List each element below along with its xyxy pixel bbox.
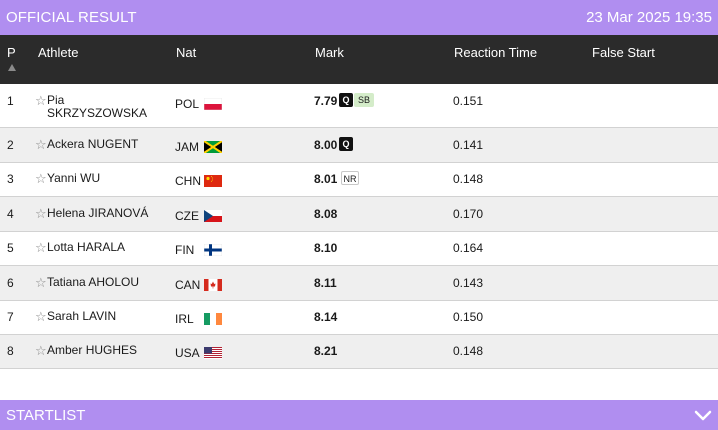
column-header-nat[interactable]: Nat [176, 45, 197, 60]
athlete-last-name: AHOLOU [88, 275, 140, 289]
athlete-first-name: Amber [47, 343, 83, 357]
star-icon[interactable]: ☆ [35, 137, 47, 152]
star-icon[interactable]: ☆ [35, 275, 47, 290]
table-row[interactable]: 4 ☆ Helena JIRANOVÁ CZE 8.08 0.170 [0, 197, 718, 232]
national-record-badge: NR [341, 171, 359, 185]
season-best-badge: SB [354, 93, 374, 107]
athlete-last-name: SKRZYSZOWSKA [47, 106, 148, 120]
reaction-time-value: 0.150 [453, 310, 484, 324]
column-header-athlete[interactable]: Athlete [38, 45, 79, 60]
athlete-first-name: Tatiana [47, 275, 86, 289]
table-row[interactable]: 1 ☆ Pia SKRZYSZOWSKA POL 7.79 Q SB 0.151 [0, 84, 718, 128]
athlete-name[interactable]: Yanni WU [47, 172, 167, 185]
table-row[interactable]: 6 ☆ Tatiana AHOLOU CAN 8.11 0.143 [0, 266, 718, 301]
mark-value: 7.79 [314, 94, 338, 108]
reaction-time-value: 0.170 [453, 207, 484, 221]
nationality-code: CZE [175, 209, 199, 223]
athlete-last-name: HUGHES [85, 343, 138, 357]
athlete-first-name: Yanni [47, 171, 77, 185]
reaction-time-value: 0.148 [453, 172, 484, 186]
athlete-first-name: Lotta [47, 240, 74, 254]
nationality-code: USA [175, 346, 200, 360]
position-cell: 5 [7, 241, 14, 255]
mark-value: 8.21 [314, 344, 338, 358]
position-cell: 2 [7, 138, 14, 152]
position-cell: 3 [7, 172, 14, 186]
chevron-down-icon[interactable] [694, 408, 712, 422]
table-row[interactable]: 2 ☆ Ackera NUGENT JAM 8.00 Q 0.141 [0, 128, 718, 163]
athlete-first-name: Ackera [47, 137, 85, 151]
column-header-mark[interactable]: Mark [315, 45, 344, 60]
startlist-bar[interactable]: STARTLIST [0, 400, 718, 430]
athlete-name[interactable]: Sarah LAVIN [47, 310, 167, 323]
column-header-false-start[interactable]: False Start [592, 45, 655, 60]
flag-icon [204, 244, 222, 256]
flag-icon [204, 347, 222, 359]
results-table-body: 1 ☆ Pia SKRZYSZOWSKA POL 7.79 Q SB 0.151 2 ☆ Ackera… [0, 84, 718, 369]
nationality-code: IRL [175, 312, 194, 326]
result-datetime: 23 Mar 2025 19:35 [586, 9, 712, 26]
star-icon[interactable]: ☆ [35, 206, 47, 221]
mark-value: 8.14 [314, 310, 338, 324]
nationality-code: JAM [175, 140, 199, 154]
position-cell: 6 [7, 276, 14, 290]
table-row[interactable]: 5 ☆ Lotta HARALA FIN 8.10 0.164 [0, 232, 718, 266]
position-cell: 1 [7, 94, 14, 108]
athlete-last-name: LAVIN [82, 309, 117, 323]
star-icon[interactable]: ☆ [35, 93, 47, 108]
athlete-name[interactable]: Tatiana AHOLOU [47, 276, 167, 289]
star-icon[interactable]: ☆ [35, 240, 47, 255]
star-icon[interactable]: ☆ [35, 171, 47, 186]
athlete-name[interactable]: Ackera NUGENT [47, 138, 167, 151]
reaction-time-value: 0.151 [453, 94, 484, 108]
athlete-last-name: WU [80, 171, 101, 185]
mark-value: 8.08 [314, 207, 338, 221]
column-header-reaction-time[interactable]: Reaction Time [454, 45, 538, 60]
position-cell: 4 [7, 207, 14, 221]
flag-icon [204, 313, 222, 325]
mark-value: 8.01 [314, 172, 338, 186]
nationality-code: POL [175, 97, 200, 111]
column-header-position[interactable]: P [7, 45, 16, 60]
mark-value: 8.10 [314, 241, 338, 255]
flag-icon [204, 279, 222, 291]
athlete-name[interactable]: Helena JIRANOVÁ [47, 207, 167, 220]
startlist-title: STARTLIST [6, 406, 86, 424]
nationality-code: CAN [175, 278, 201, 292]
nationality-code: FIN [175, 243, 195, 257]
table-row[interactable]: 7 ☆ Sarah LAVIN IRL 8.14 0.150 [0, 301, 718, 335]
position-cell: 7 [7, 310, 14, 324]
table-header: P Athlete Nat Mark Reaction Time False S… [0, 35, 718, 84]
mark-value: 8.11 [314, 276, 337, 290]
position-cell: 8 [7, 344, 14, 358]
star-icon[interactable]: ☆ [35, 343, 47, 358]
flag-icon [204, 175, 222, 187]
nationality-code: CHN [175, 174, 201, 188]
table-row[interactable]: 3 ☆ Yanni WU CHN 8.01 NR 0.148 [0, 163, 718, 197]
athlete-name[interactable]: Lotta HARALA [47, 241, 167, 254]
sort-up-icon[interactable] [8, 64, 16, 71]
result-header-bar: OFFICIAL RESULT 23 Mar 2025 19:35 [0, 0, 718, 35]
result-title: OFFICIAL RESULT [6, 9, 137, 26]
athlete-first-name: Helena [47, 206, 86, 220]
athlete-first-name: Pia [47, 93, 65, 107]
athlete-last-name: NUGENT [87, 137, 139, 151]
reaction-time-value: 0.141 [453, 138, 484, 152]
athlete-last-name: JIRANOVÁ [88, 206, 149, 220]
qualified-badge: Q [339, 93, 353, 107]
reaction-time-value: 0.164 [453, 241, 484, 255]
reaction-time-value: 0.143 [453, 276, 484, 290]
athlete-name[interactable]: Amber HUGHES [47, 344, 167, 357]
reaction-time-value: 0.148 [453, 344, 484, 358]
flag-icon [204, 210, 222, 222]
star-icon[interactable]: ☆ [35, 309, 47, 324]
athlete-last-name: HARALA [77, 240, 126, 254]
mark-value: 8.00 [314, 138, 338, 152]
flag-icon [204, 141, 222, 153]
athlete-name[interactable]: Pia SKRZYSZOWSKA [47, 94, 167, 120]
athlete-first-name: Sarah [47, 309, 80, 323]
table-row[interactable]: 8 ☆ Amber HUGHES USA 8.21 0.148 [0, 335, 718, 369]
flag-icon [204, 98, 222, 110]
qualified-badge: Q [339, 137, 353, 151]
